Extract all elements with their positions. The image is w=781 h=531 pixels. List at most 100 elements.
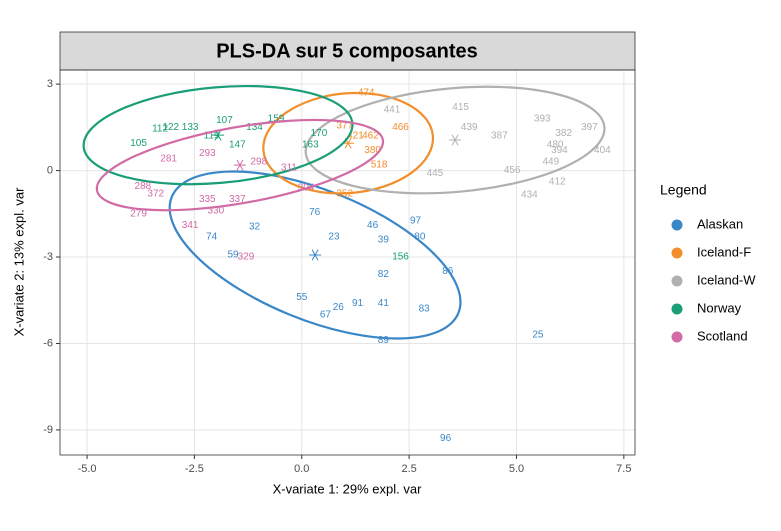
point-label: 377 xyxy=(336,121,353,132)
point-label: 105 xyxy=(130,138,147,149)
point-label: 281 xyxy=(160,154,177,165)
y-tick-label: -6 xyxy=(43,337,53,349)
y-tick-label: -3 xyxy=(43,251,53,263)
centroid-stroke xyxy=(214,129,222,141)
point-label: 293 xyxy=(199,148,216,159)
point-label: 434 xyxy=(521,190,538,201)
point-label: 298 xyxy=(250,157,267,168)
legend-label: Alaskan xyxy=(697,216,743,231)
point-label: 311 xyxy=(281,162,297,173)
legend-dot xyxy=(671,219,683,231)
point-label: 380 xyxy=(364,145,381,156)
point-label: 23 xyxy=(328,231,340,242)
point-label: 163 xyxy=(302,139,319,150)
y-axis-title: X-variate 2: 13% expl. var xyxy=(11,187,26,337)
point-label: 382 xyxy=(555,128,572,139)
point-label: 329 xyxy=(238,252,255,263)
point-label: 119 xyxy=(204,131,220,142)
point-label: 25 xyxy=(532,329,544,340)
legend-dot xyxy=(671,275,683,287)
y-tick-label: -9 xyxy=(43,424,53,436)
legend-label: Iceland-F xyxy=(697,244,751,259)
title-strip xyxy=(59,31,636,71)
point-label: 518 xyxy=(371,159,388,170)
point-label: 159 xyxy=(268,113,285,124)
legend-dot xyxy=(671,247,683,259)
point-label: 32 xyxy=(249,221,261,232)
point-label: 147 xyxy=(229,139,246,150)
point-label: 91 xyxy=(352,298,364,309)
point-label: 67 xyxy=(320,309,332,320)
point-label: 74 xyxy=(206,231,218,242)
x-tick-label: -5.0 xyxy=(78,463,97,475)
point-label: 394 xyxy=(551,145,568,156)
point-label: 456 xyxy=(504,165,521,176)
point-label: 86 xyxy=(442,266,454,277)
x-tick-label: 7.5 xyxy=(616,463,631,475)
point-label: 449 xyxy=(542,157,559,168)
centroid xyxy=(233,159,246,171)
point-label: 462 xyxy=(362,131,379,142)
point-label: 133 xyxy=(182,122,199,133)
x-tick-label: 0.0 xyxy=(294,463,309,475)
point-label: 83 xyxy=(419,304,431,315)
confidence-ellipse xyxy=(262,91,435,195)
point-label: 170 xyxy=(311,128,328,139)
x-tick-label: 2.5 xyxy=(401,463,416,475)
legend-label: Norway xyxy=(697,300,742,315)
centroid-stroke xyxy=(236,159,244,171)
point-label: 372 xyxy=(147,188,164,199)
point-label: 337 xyxy=(229,194,246,205)
x-tick-label: 5.0 xyxy=(509,463,524,475)
point-label: 393 xyxy=(534,113,551,124)
legend-label: Scotland xyxy=(697,328,748,343)
confidence-ellipse xyxy=(95,118,385,212)
point-label: 445 xyxy=(427,168,444,179)
point-label: 387 xyxy=(491,131,508,142)
point-label: 41 xyxy=(378,298,390,309)
point-label: 80 xyxy=(414,231,426,242)
point-label: 97 xyxy=(410,216,422,227)
centroid-stroke xyxy=(311,249,319,261)
point-label: 82 xyxy=(378,269,390,280)
point-label: 156 xyxy=(392,252,409,263)
point-label: 474 xyxy=(358,87,375,98)
point-label: 330 xyxy=(208,206,225,217)
point-label: 397 xyxy=(581,122,598,133)
point-label: 341 xyxy=(182,220,199,231)
point-label: 421 xyxy=(347,131,364,142)
point-label: 441 xyxy=(384,105,401,116)
confidence-ellipse xyxy=(304,85,606,195)
point-label: 412 xyxy=(549,177,566,188)
confidence-ellipse xyxy=(168,170,462,340)
legend-dot xyxy=(671,331,683,343)
point-label: 335 xyxy=(199,194,216,205)
point-label: 480 xyxy=(547,139,564,150)
point-label: 55 xyxy=(296,292,308,303)
point-label: 107 xyxy=(216,115,233,126)
point-label: 76 xyxy=(309,207,321,218)
point-label: 304 xyxy=(298,183,315,194)
point-label: 439 xyxy=(461,122,478,133)
centroid xyxy=(309,249,322,261)
point-label: 96 xyxy=(440,433,452,444)
point-label: 466 xyxy=(392,122,409,133)
point-label: 415 xyxy=(452,102,469,113)
y-tick-label: 0 xyxy=(47,164,53,176)
point-label: 112 xyxy=(152,123,168,134)
point-label: 122 xyxy=(162,122,179,133)
x-tick-label: -2.5 xyxy=(185,463,204,475)
point-label: 352 xyxy=(336,188,353,199)
point-label: 39 xyxy=(378,234,390,245)
point-label: 46 xyxy=(367,220,379,231)
point-label: 279 xyxy=(130,208,147,219)
point-label: 288 xyxy=(135,181,152,192)
centroid xyxy=(449,134,462,146)
chart-title: PLS-DA sur 5 composantes xyxy=(216,40,478,62)
panel-border xyxy=(59,69,636,456)
point-label: 89 xyxy=(378,335,390,346)
centroid-stroke xyxy=(451,134,459,146)
